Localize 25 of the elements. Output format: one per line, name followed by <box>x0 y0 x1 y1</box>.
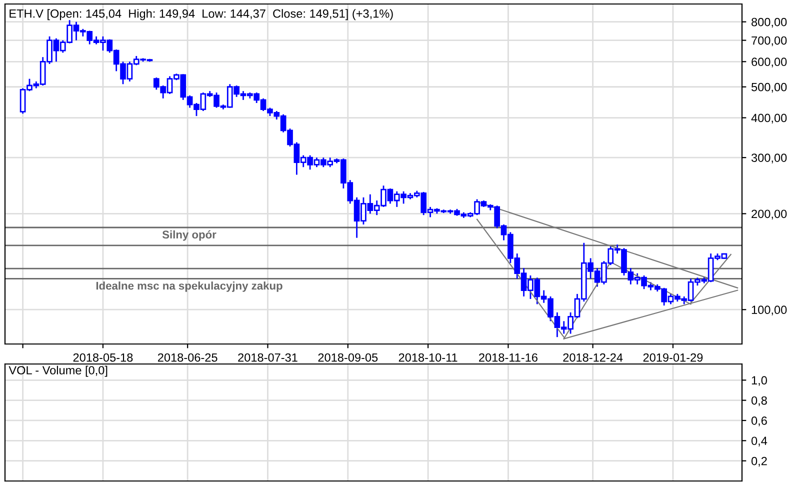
y-tick-label: 0,2 <box>751 456 767 467</box>
y-tick-label: 600,00 <box>752 58 787 68</box>
y-tick-label: 0,6 <box>751 416 767 426</box>
y-tick-label: 0,8 <box>751 396 767 406</box>
x-tick-label: 2018-09-05 <box>318 353 378 362</box>
ref-line-label: Silny opór <box>162 230 216 241</box>
x-tick-label: 2018-05-18 <box>73 353 133 362</box>
chart-title: ETH.V [Open: 145,04 High: 149,94 Low: 144,37 Close: 149,51] (+3,1%) <box>10 9 393 20</box>
y-tick-label: 800,00 <box>752 18 787 28</box>
x-tick-label: 2018-06-25 <box>158 353 218 362</box>
y-tick-label: 1,0 <box>752 376 767 386</box>
y-tick-label: 400,00 <box>751 114 787 124</box>
x-tick-label: 2018-10-11 <box>398 353 458 362</box>
y-tick-label: 0,4 <box>751 436 768 446</box>
y-tick-label: 300,00 <box>751 154 787 164</box>
x-tick-label: 2018-11-16 <box>479 353 538 362</box>
chart-title: VOL - Volume [0,0] <box>8 366 108 377</box>
y-tick-label: 200,00 <box>752 210 787 220</box>
y-tick-label: 100,00 <box>752 306 787 316</box>
y-tick-label: 500,00 <box>752 82 787 93</box>
x-tick-label: 2018-07-31 <box>238 353 298 362</box>
x-tick-label: 2018-12-24 <box>563 353 623 362</box>
ref-line-label: Idealne msc na spekulacyjny zakup <box>96 282 282 292</box>
y-tick-label: 700,00 <box>752 36 787 46</box>
x-tick-label: 2019-01-29 <box>643 353 703 362</box>
